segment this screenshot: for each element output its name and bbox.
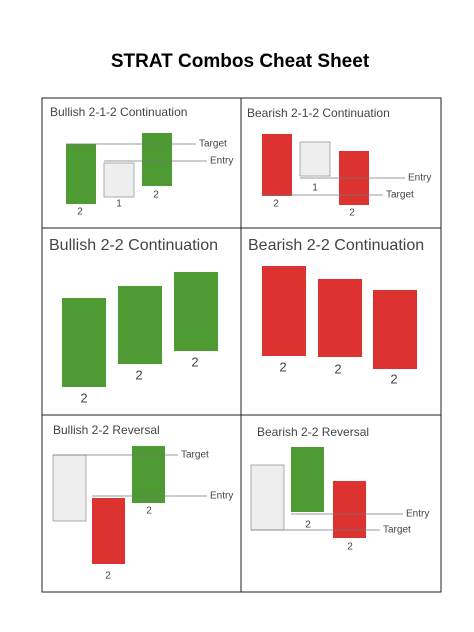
candle [52,454,87,522]
candle [262,134,292,196]
level-label: Entry [210,156,233,167]
level-label: Entry [406,509,429,520]
candle-label: 2 [135,367,142,382]
candle-label: 2 [305,520,311,531]
candle [262,266,306,356]
candle-label: 2 [77,207,83,218]
panel-title: Bearish 2-2 Continuation [248,237,424,254]
candle-label: 2 [334,361,341,376]
level-label: Target [199,139,227,150]
candle [318,279,362,357]
candle [142,133,172,186]
candle [118,286,162,364]
candle-label: 2 [347,542,353,553]
page-title: STRAT Combos Cheat Sheet [111,51,370,72]
candle [132,446,165,503]
level-label: Entry [210,491,233,502]
candle [103,162,135,198]
candle [92,498,125,564]
panel-title: Bearish 2-1-2 Continuation [247,106,390,120]
candle-label: 1 [312,183,318,194]
candle [291,447,324,512]
candle-label: 2 [80,390,87,405]
candle [333,481,366,538]
candle-label: 2 [273,199,279,210]
grid-frame [41,97,442,593]
candle [299,141,331,177]
candle-label: 2 [349,208,355,219]
level-label: Target [386,190,414,201]
level-label: Target [383,525,411,536]
level-label: Target [181,450,209,461]
candle-label: 2 [191,354,198,369]
candle [373,290,417,369]
candle [174,272,218,351]
candle [250,464,285,531]
candle-label: 2 [390,371,397,386]
panel-title: Bullish 2-2 Continuation [49,237,218,254]
level-label: Entry [408,173,431,184]
candle-label: 2 [153,190,159,201]
candle-label: 1 [116,199,122,210]
candle-label: 2 [105,571,111,582]
panel-title: Bullish 2-1-2 Continuation [50,105,187,119]
candle [66,144,96,204]
candle-label: 2 [279,359,286,374]
panel-title: Bearish 2-2 Reversal [257,425,369,439]
candle [62,298,106,387]
candle-label: 2 [146,506,152,517]
panel-title: Bullish 2-2 Reversal [53,423,160,437]
